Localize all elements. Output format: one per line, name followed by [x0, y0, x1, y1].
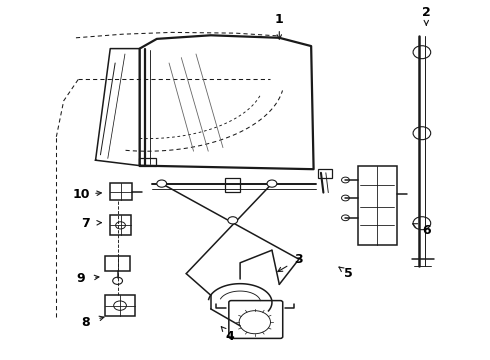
- Bar: [105, 256, 130, 271]
- Bar: [139, 158, 156, 166]
- Bar: [318, 169, 332, 178]
- Bar: [110, 215, 131, 235]
- Text: 6: 6: [422, 224, 431, 237]
- Text: 5: 5: [343, 267, 352, 280]
- Text: 1: 1: [275, 13, 284, 26]
- Text: 10: 10: [72, 188, 90, 201]
- Text: 2: 2: [422, 6, 431, 19]
- Bar: [105, 295, 135, 316]
- Bar: [358, 166, 397, 245]
- Text: 7: 7: [81, 217, 90, 230]
- Circle shape: [267, 180, 277, 187]
- Circle shape: [228, 217, 238, 224]
- Text: 4: 4: [226, 330, 235, 343]
- Circle shape: [157, 180, 167, 187]
- Text: 9: 9: [76, 273, 85, 285]
- Text: 8: 8: [81, 316, 90, 329]
- Bar: [110, 183, 132, 200]
- Text: 3: 3: [294, 253, 303, 266]
- Bar: [225, 178, 240, 192]
